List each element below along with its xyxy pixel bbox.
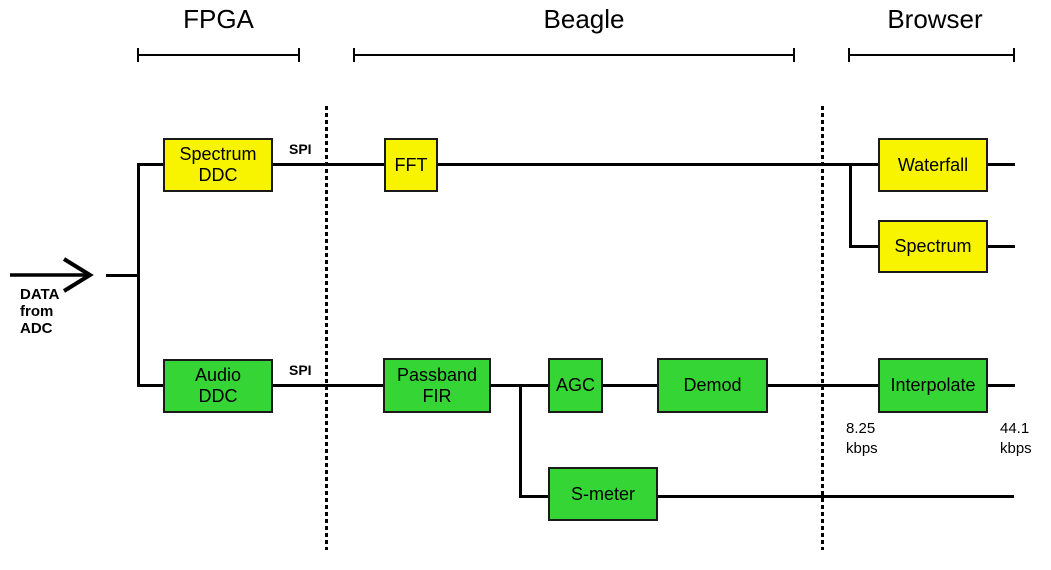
input-arrow-icon <box>10 257 94 293</box>
connector-browser-branch-vertical <box>849 164 852 248</box>
section-title-fpga: FPGA <box>183 4 254 34</box>
section-title-browser: Browser <box>887 4 983 34</box>
connector-spectrum-ddc-to-fft <box>273 163 386 166</box>
rate-label-after-interpolate: 44.1 kbps <box>1000 420 1032 457</box>
boundary-fpga-beagle <box>325 106 328 550</box>
node-waterfall: Waterfall <box>878 138 988 192</box>
section-bracket-browser <box>848 48 1015 62</box>
bracket-bar <box>137 54 300 56</box>
node-s-meter: S-meter <box>548 467 658 521</box>
connector-demod-to-interpolate <box>768 384 878 387</box>
section-title-beagle: Beagle <box>543 4 625 34</box>
connector-agc-to-demod <box>603 384 659 387</box>
node-interpolate: Interpolate <box>878 358 988 413</box>
spi-label-bottom: SPI <box>289 362 312 378</box>
input-data-label: DATA from ADC <box>20 286 60 337</box>
connector-input-split <box>137 164 140 387</box>
bracket-tick <box>298 48 300 62</box>
section-bracket-fpga <box>137 48 300 62</box>
boundary-beagle-browser <box>821 106 824 550</box>
node-passband-fir: Passband FIR <box>383 358 491 413</box>
spi-label-top: SPI <box>289 141 312 157</box>
bracket-tick <box>1013 48 1015 62</box>
section-bracket-beagle <box>353 48 795 62</box>
node-fft: FFT <box>384 138 438 192</box>
connector-smeter-branch-vertical <box>519 385 522 498</box>
node-agc: AGC <box>548 358 603 413</box>
node-demod: Demod <box>657 358 768 413</box>
connector-arrow-to-split <box>106 274 137 277</box>
connector-waterfall-out <box>988 163 1015 166</box>
node-spectrum: Spectrum <box>878 220 988 273</box>
connector-branch-to-smeter <box>519 495 548 498</box>
bracket-bar <box>848 54 1015 56</box>
connector-fft-to-browser <box>438 163 878 166</box>
node-spectrum-ddc: Spectrum DDC <box>163 138 273 192</box>
connector-spectrum-out <box>988 245 1015 248</box>
connector-branch-to-spectrum <box>849 245 878 248</box>
node-audio-ddc: Audio DDC <box>163 359 273 413</box>
bracket-bar <box>353 54 795 56</box>
connector-split-to-audio-ddc <box>137 384 165 387</box>
connector-audio-ddc-to-fir <box>273 384 385 387</box>
connector-smeter-out <box>658 495 1014 498</box>
rate-label-before-interpolate: 8.25 kbps <box>846 420 878 457</box>
connector-interpolate-out <box>988 384 1015 387</box>
connector-split-to-spectrum-ddc <box>137 163 165 166</box>
bracket-tick <box>793 48 795 62</box>
